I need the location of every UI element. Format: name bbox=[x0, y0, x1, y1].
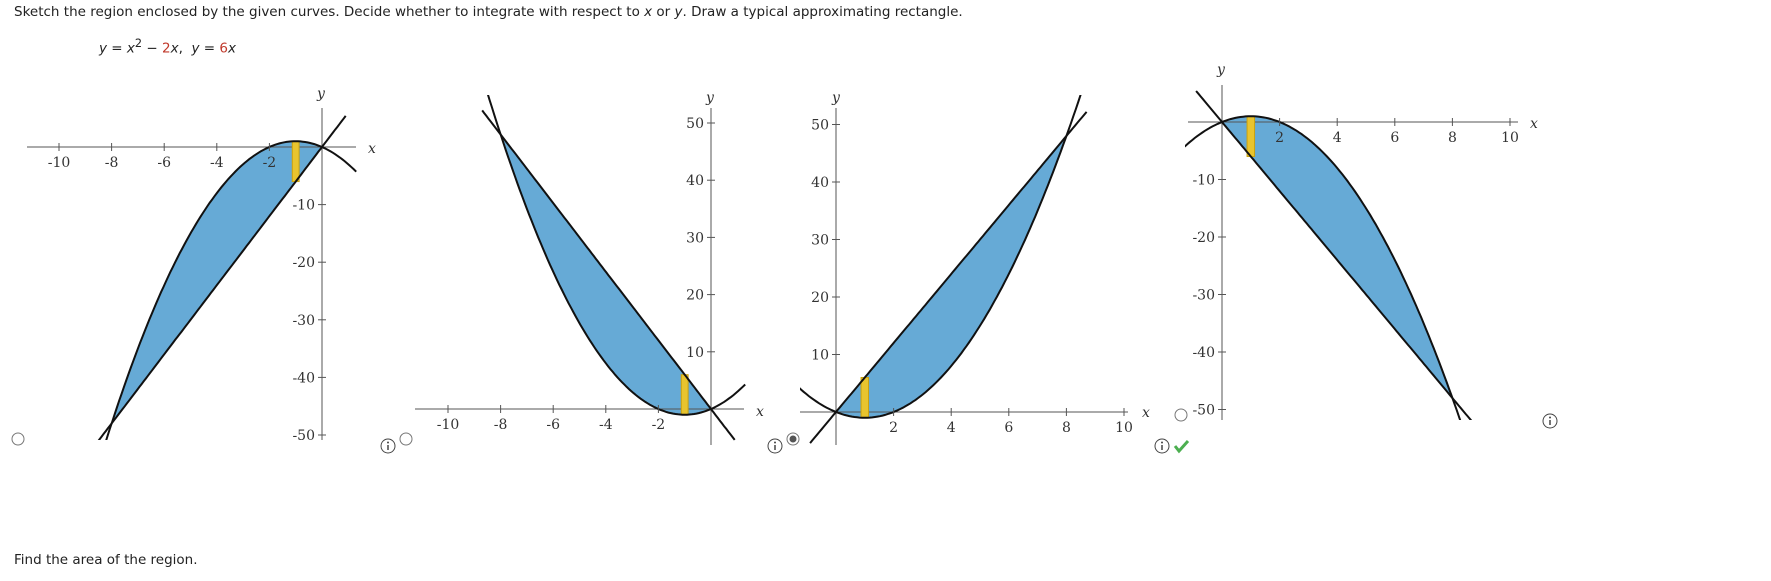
y-tick-label: 10 bbox=[811, 348, 829, 364]
y-axis-label: y bbox=[705, 90, 715, 106]
approx-rectangle bbox=[860, 377, 870, 419]
x-axis-label: x bbox=[368, 141, 376, 157]
checkmark bbox=[1173, 439, 1190, 454]
x-tick-label: -6 bbox=[157, 155, 171, 171]
parabola bbox=[800, 95, 1082, 419]
x-tick-label: -4 bbox=[210, 155, 224, 171]
x-tick-label: 2 bbox=[1275, 130, 1284, 146]
y-tick-label: 30 bbox=[686, 230, 704, 246]
text: x bbox=[227, 40, 236, 57]
text: x bbox=[126, 40, 135, 57]
graph: 2 4 6 8 10 -10 -20 -30 -40 -50 y x bbox=[1174, 62, 1558, 429]
text: y bbox=[191, 40, 200, 57]
x-tick-label: 6 bbox=[1390, 130, 1399, 146]
y-tick-label: -20 bbox=[292, 255, 315, 271]
curves bbox=[481, 95, 746, 441]
radio-button[interactable] bbox=[11, 432, 25, 446]
text: 6 bbox=[219, 40, 228, 57]
line-curve bbox=[97, 115, 347, 440]
y-tick-label: 50 bbox=[686, 116, 704, 132]
y-tick-label: 30 bbox=[811, 233, 829, 249]
curves bbox=[1185, 90, 1473, 420]
line-curve bbox=[1195, 90, 1473, 420]
text: x bbox=[170, 40, 179, 57]
approx-rectangle bbox=[291, 140, 300, 183]
text: − bbox=[142, 40, 162, 57]
text: Sketch the region enclosed by the given … bbox=[14, 4, 645, 20]
y-tick-label: -40 bbox=[1192, 345, 1215, 361]
curves bbox=[97, 115, 357, 440]
y-tick-label: -40 bbox=[292, 370, 315, 386]
y-tick-label: 20 bbox=[811, 290, 829, 306]
text: . Draw a typical approximating rectangle… bbox=[682, 4, 963, 20]
y-tick-label: 20 bbox=[686, 288, 704, 304]
y-tick-label: -30 bbox=[1192, 288, 1215, 304]
y-axis-label: y bbox=[316, 86, 326, 102]
x-tick-label: -10 bbox=[48, 155, 71, 171]
text: = bbox=[107, 40, 127, 57]
y-tick-label: -50 bbox=[292, 428, 315, 444]
x-tick-label: 4 bbox=[1333, 130, 1342, 146]
text: x bbox=[644, 4, 653, 20]
text: 2 bbox=[161, 40, 171, 57]
x-tick-label: 10 bbox=[1115, 420, 1133, 436]
y-tick-label: -10 bbox=[1192, 173, 1215, 189]
radio-dot bbox=[789, 435, 797, 443]
text: = bbox=[199, 40, 220, 57]
x-tick-label: 8 bbox=[1448, 130, 1457, 146]
y-tick-label: -10 bbox=[292, 198, 315, 214]
x-tick-label: 10 bbox=[1501, 130, 1519, 146]
x-axis-label: x bbox=[756, 404, 764, 420]
line-curve bbox=[481, 109, 736, 441]
text: y bbox=[674, 4, 683, 20]
x-tick-label: 4 bbox=[947, 420, 956, 436]
x-tick-label: -4 bbox=[599, 417, 613, 433]
x-tick-label: 6 bbox=[1004, 420, 1013, 436]
line-curve bbox=[809, 111, 1088, 444]
y-tick-label: 40 bbox=[811, 175, 829, 191]
info-dot bbox=[387, 441, 389, 444]
graph: -10 -8 -6 -4 -2 10 20 30 40 50y x bbox=[399, 90, 783, 454]
equation: y = x2 − 2x, y = 6x bbox=[99, 37, 236, 57]
curves bbox=[800, 95, 1088, 444]
y-tick-label: -20 bbox=[1192, 230, 1215, 246]
x-tick-label: -2 bbox=[263, 155, 277, 171]
y-tick-label: 40 bbox=[686, 173, 704, 189]
parabola bbox=[105, 140, 357, 440]
graph: 2 4 6 8 10 10 20 30 40 50y x bbox=[786, 90, 1190, 454]
y-tick-label: -30 bbox=[292, 313, 315, 329]
radio-button[interactable] bbox=[399, 432, 413, 446]
text: or bbox=[652, 4, 675, 20]
y-axis-label: y bbox=[1216, 62, 1226, 78]
x-tick-label: -8 bbox=[105, 155, 119, 171]
question: Sketch the region enclosed by the given … bbox=[14, 4, 963, 20]
x-tick-label: 8 bbox=[1062, 420, 1071, 436]
x-axis-label: x bbox=[1530, 116, 1538, 132]
x-tick-label: -6 bbox=[546, 417, 560, 433]
graph: -10 -8 -6 -4 -2 -10 -20 -30 -40 -50 y x bbox=[11, 86, 396, 454]
x-axis-label: x bbox=[1142, 405, 1150, 421]
x-tick-label: -2 bbox=[652, 417, 666, 433]
footer-text: Find the area of the region. bbox=[14, 552, 198, 568]
radio-button[interactable] bbox=[1174, 408, 1188, 422]
parabola bbox=[487, 95, 746, 416]
y-tick-label: 50 bbox=[811, 118, 829, 134]
approx-rectangle bbox=[680, 374, 689, 416]
x-tick-label: 2 bbox=[889, 420, 898, 436]
y-tick-label: -50 bbox=[1192, 403, 1215, 419]
info-dot bbox=[1549, 416, 1551, 419]
text: , bbox=[178, 40, 192, 57]
info-dot bbox=[1161, 441, 1163, 444]
info-dot bbox=[774, 441, 776, 444]
x-tick-label: -10 bbox=[437, 417, 460, 433]
x-tick-label: -8 bbox=[494, 417, 508, 433]
text: y bbox=[99, 40, 107, 57]
parabola bbox=[1185, 115, 1462, 420]
y-axis-label: y bbox=[831, 90, 841, 106]
approx-rectangle bbox=[1246, 115, 1256, 157]
y-tick-label: 10 bbox=[686, 345, 704, 361]
text: 2 bbox=[134, 37, 143, 50]
